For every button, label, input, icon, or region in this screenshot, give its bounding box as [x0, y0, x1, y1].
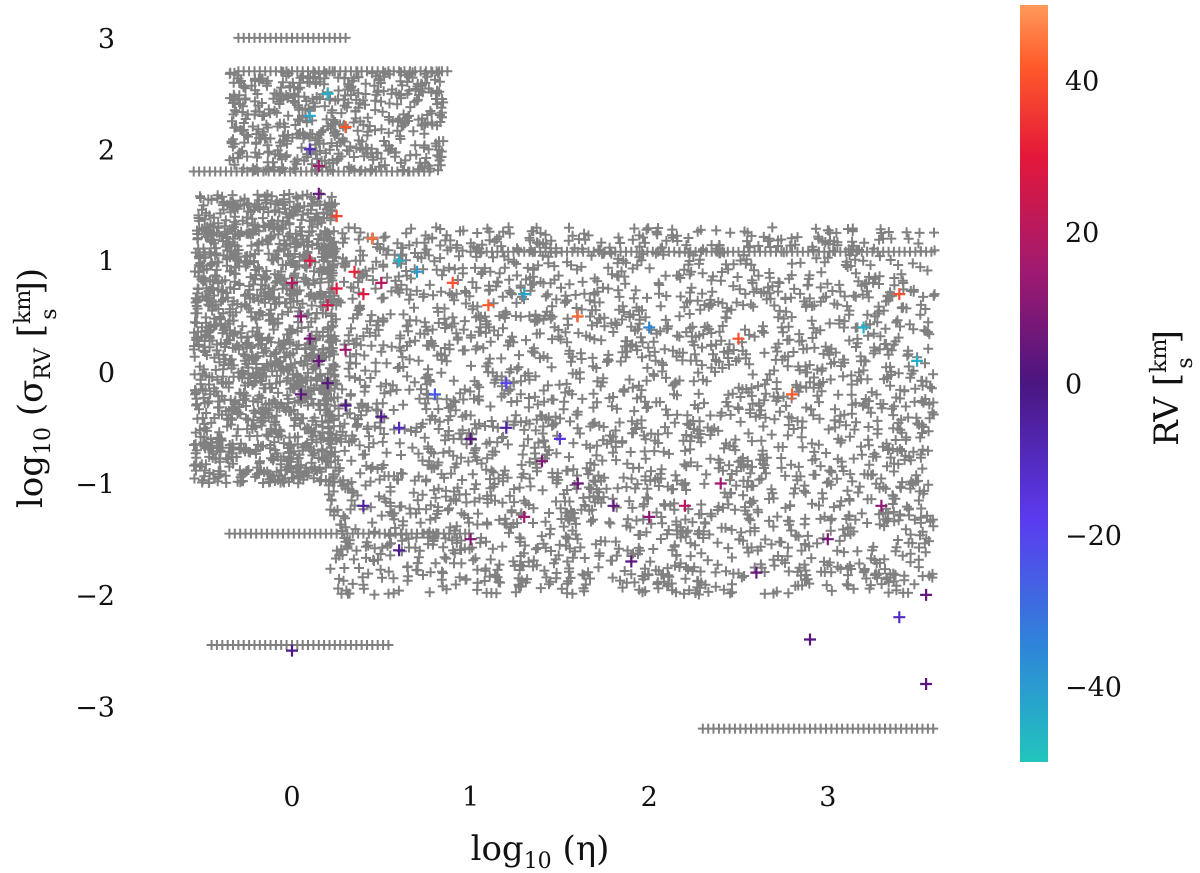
rv-point — [500, 377, 513, 390]
rv-point — [920, 588, 933, 601]
rv-point — [303, 143, 316, 156]
rv-point — [375, 276, 388, 289]
rv-point — [312, 187, 325, 200]
rv-point — [643, 510, 656, 523]
rv-point — [321, 299, 334, 312]
plot-area — [188, 32, 940, 734]
svg-text:RV [kms]: RV [kms] — [1147, 330, 1198, 446]
rv-point — [330, 282, 343, 295]
rv-point — [875, 499, 888, 512]
x-tick-label: 0 — [283, 782, 300, 813]
rv-point — [920, 678, 933, 690]
colorbar-ticks: −40 −20 0 20 40 — [1065, 67, 1122, 704]
y-axis-label: log10 (σRV [kms]) — [11, 268, 62, 508]
rv-point — [393, 254, 406, 267]
rv-point — [303, 254, 316, 267]
colorbar-tick-label: 0 — [1065, 370, 1082, 401]
rv-point — [375, 410, 388, 423]
rv-point — [518, 288, 531, 301]
rv-point — [339, 343, 352, 356]
rv-point — [366, 232, 379, 245]
rv-point — [357, 499, 370, 512]
rv-point — [536, 455, 548, 468]
background-points — [188, 32, 940, 734]
colorbar-label: RV [kms] — [1147, 330, 1198, 446]
rv-point — [348, 265, 361, 278]
rv-point — [303, 332, 316, 345]
rv-point — [893, 611, 906, 624]
x-tick-label: 2 — [641, 782, 658, 813]
rv-point — [339, 121, 352, 133]
rv-point — [464, 432, 477, 445]
rv-point — [294, 310, 307, 323]
colorbar-tick-label: −20 — [1065, 521, 1122, 552]
rv-point — [312, 354, 325, 367]
rv-point — [804, 633, 816, 646]
y-tick-label: −3 — [75, 692, 115, 723]
svg-text:log10 (σRV [kms]): log10 (σRV [kms]) — [11, 268, 62, 508]
rv-point — [330, 210, 343, 223]
rv-point — [643, 321, 656, 334]
y-tick-label: −1 — [75, 469, 115, 500]
rv-point — [312, 160, 325, 172]
rv-point — [821, 533, 834, 546]
rv-point — [553, 432, 566, 445]
rv-point — [393, 421, 406, 434]
rv-point — [857, 321, 870, 334]
rv-point — [464, 533, 477, 546]
rv-point — [339, 399, 352, 412]
x-axis-label: log10 (η) — [471, 829, 610, 869]
rv-point — [893, 288, 906, 301]
rv-point — [286, 644, 298, 657]
rv-point — [571, 310, 584, 323]
colorbar — [1020, 5, 1048, 762]
y-tick-label: 1 — [98, 247, 115, 278]
y-tick-label: 0 — [98, 358, 115, 389]
rv-point — [393, 544, 406, 557]
rv-point — [294, 388, 307, 401]
rv-point — [911, 354, 924, 367]
rv-point — [518, 510, 531, 523]
x-tick-label: 1 — [462, 782, 479, 813]
rv-point — [732, 332, 745, 345]
rv-point — [571, 477, 584, 490]
rv-point — [428, 388, 441, 401]
rv-point — [482, 299, 495, 312]
rv-point — [411, 265, 423, 278]
rv-point — [286, 276, 298, 289]
rv-point — [714, 477, 727, 490]
rv-point — [446, 276, 459, 289]
y-tick-label: −2 — [75, 581, 115, 612]
rv-point — [625, 555, 638, 568]
colorbar-tick-label: −40 — [1065, 672, 1122, 703]
rv-point — [750, 566, 763, 579]
colorbar-tick-label: 20 — [1065, 218, 1099, 249]
rv-point — [321, 87, 334, 100]
y-tick-label: 3 — [98, 24, 115, 55]
y-axis: −3 −2 −1 0 1 2 3 — [75, 24, 115, 723]
rv-point — [786, 388, 799, 401]
colorbar-tick-label: 40 — [1065, 67, 1099, 98]
x-axis: 0 1 2 3 — [283, 782, 836, 813]
rv-point — [303, 109, 316, 122]
rv-point — [678, 499, 691, 512]
rv-point — [321, 377, 334, 390]
rv-point — [607, 499, 620, 512]
rv-point — [500, 421, 513, 434]
rv-point — [357, 288, 370, 301]
y-tick-label: 2 — [98, 135, 115, 166]
x-tick-label: 3 — [819, 782, 836, 813]
